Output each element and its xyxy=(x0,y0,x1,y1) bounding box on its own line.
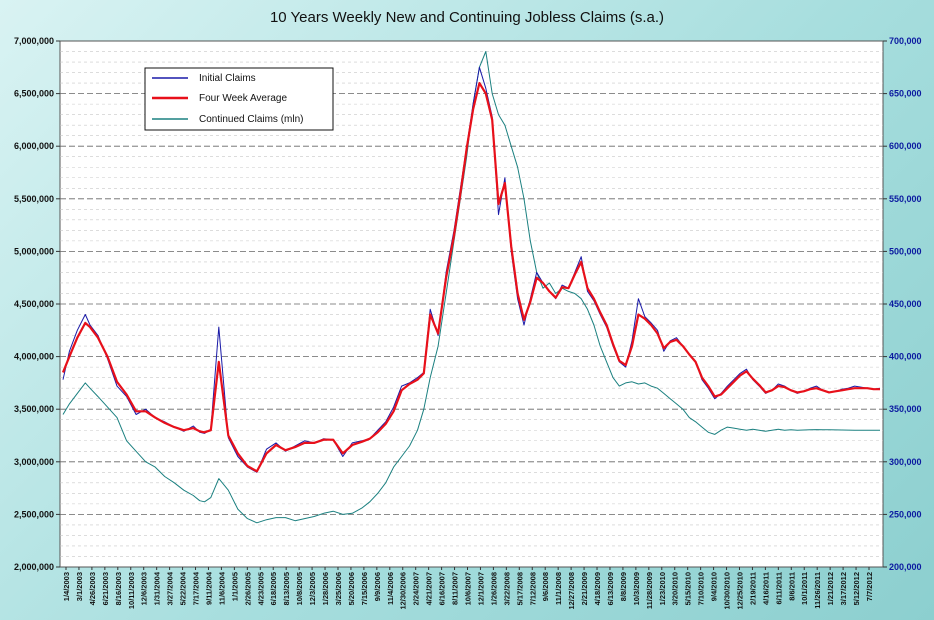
x-tick-label: 6/16/2007 xyxy=(438,572,447,605)
series-lines xyxy=(61,51,881,524)
x-tick-label: 8/8/2009 xyxy=(619,572,628,601)
right-tick-label: 250,000 xyxy=(889,509,922,519)
x-tick-label: 11/6/2004 xyxy=(217,571,226,605)
x-tick-label: 1/23/2010 xyxy=(658,572,667,605)
right-tick-label: 600,000 xyxy=(889,141,922,151)
x-tick-label: 1/21/2012 xyxy=(826,572,835,605)
legend-initial-claims-label: Initial Claims xyxy=(199,73,256,84)
x-tick-label: 1/26/2008 xyxy=(489,572,498,605)
x-tick-label: 4/26/2003 xyxy=(88,572,97,605)
x-tick-label: 1/28/2006 xyxy=(321,572,330,605)
x-tick-label: 9/6/2008 xyxy=(541,572,550,601)
left-tick-label: 2,500,000 xyxy=(14,509,54,519)
x-tick-label: 10/30/2010 xyxy=(723,572,732,610)
x-tick-label: 6/18/2005 xyxy=(269,572,278,605)
x-tick-label: 10/11/2003 xyxy=(127,572,136,609)
x-tick-label: 7/15/2006 xyxy=(360,572,369,605)
x-tick-label: 12/27/2008 xyxy=(567,572,576,610)
left-tick-label: 3,000,000 xyxy=(14,457,54,467)
x-axis: 1/4/2003 3/1/2003 4/26/2003 6/21/2003 8/16/2… xyxy=(62,567,874,610)
x-tick-label: 3/1/2003 xyxy=(75,572,84,601)
x-tick-label: 10/3/2009 xyxy=(632,572,641,605)
right-tick-label: 350,000 xyxy=(889,404,922,414)
x-tick-label: 6/21/2003 xyxy=(101,572,110,605)
x-tick-label: 8/13/2005 xyxy=(282,572,291,605)
right-tick-label: 500,000 xyxy=(889,246,922,256)
series-line-four-week-average xyxy=(61,81,880,473)
left-tick-label: 4,500,000 xyxy=(14,299,54,309)
left-tick-label: 2,000,000 xyxy=(14,562,54,572)
left-tick-label: 5,500,000 xyxy=(14,194,54,204)
x-tick-label: 2/24/2007 xyxy=(412,572,421,605)
x-tick-label: 9/9/2006 xyxy=(373,572,382,601)
right-tick-label: 450,000 xyxy=(889,299,922,309)
left-tick-label: 5,000,000 xyxy=(14,246,54,256)
chart-title: 10 Years Weekly New and Continuing Joble… xyxy=(270,9,664,26)
x-tick-label: 9/4/2010 xyxy=(710,572,719,601)
x-tick-label: 4/21/2007 xyxy=(425,572,434,605)
x-tick-label: 7/17/2004 xyxy=(192,571,201,605)
right-tick-label: 200,000 xyxy=(889,562,922,572)
x-tick-label: 5/22/2004 xyxy=(179,571,188,605)
x-tick-label: 4/16/2011 xyxy=(761,572,770,605)
x-tick-label: 12/25/2010 xyxy=(735,572,744,610)
x-tick-label: 8/16/2003 xyxy=(114,572,123,605)
x-tick-label: 3/22/2008 xyxy=(502,572,511,605)
x-tick-label: 12/6/2003 xyxy=(140,572,149,605)
x-tick-label: 1/4/2003 xyxy=(62,572,71,601)
x-tick-label: 5/20/2006 xyxy=(347,572,356,605)
series-line-continued-claims-mln xyxy=(62,51,880,524)
x-tick-label: 11/4/2006 xyxy=(386,572,395,605)
x-tick-label: 4/18/2009 xyxy=(593,572,602,605)
x-tick-label: 5/17/2008 xyxy=(515,572,524,605)
right-y-axis: 200,000 250,000 300,000 350,000 400,000 450,0… xyxy=(883,36,922,572)
x-tick-label: 2/19/2011 xyxy=(748,572,757,605)
x-tick-label: 10/6/2007 xyxy=(464,572,473,605)
x-tick-label: 6/11/2011 xyxy=(774,572,783,605)
x-tick-label: 1/1/2005 xyxy=(230,572,239,601)
x-tick-label: 10/1/2011 xyxy=(800,572,809,605)
x-tick-label: 4/23/2005 xyxy=(256,572,265,605)
right-tick-label: 550,000 xyxy=(889,194,922,204)
x-tick-label: 11/28/2009 xyxy=(645,572,654,609)
legend-continued-claims-label: Continued Claims (mln) xyxy=(199,114,303,125)
x-tick-label: 5/12/2012 xyxy=(852,572,861,605)
left-tick-label: 6,000,000 xyxy=(14,141,54,151)
x-tick-label: 3/20/2010 xyxy=(671,572,680,605)
left-tick-label: 3,500,000 xyxy=(14,404,54,414)
x-tick-label: 12/1/2007 xyxy=(476,572,485,605)
legend-four-week-average-label: Four Week Average xyxy=(199,93,287,104)
x-tick-label: 7/12/2008 xyxy=(528,572,537,605)
right-tick-label: 400,000 xyxy=(889,352,922,362)
x-tick-label: 1/31/2004 xyxy=(153,571,162,605)
right-tick-label: 300,000 xyxy=(889,457,922,467)
x-tick-label: 7/7/2012 xyxy=(865,572,874,601)
left-tick-label: 6,500,000 xyxy=(14,89,54,99)
legend: Initial Claims Four Week Average Continu… xyxy=(144,67,334,131)
left-tick-label: 7,000,000 xyxy=(14,36,54,46)
x-tick-label: 8/6/2011 xyxy=(787,572,796,601)
right-tick-label: 650,000 xyxy=(889,89,922,99)
x-tick-label: 9/11/2004 xyxy=(204,571,213,605)
left-y-axis: 2,000,000 2,500,000 3,000,000 3,500,000 4,00… xyxy=(14,36,60,572)
x-tick-label: 2/21/2009 xyxy=(580,572,589,605)
x-tick-label: 11/1/2008 xyxy=(554,572,563,605)
x-tick-label: 12/3/2005 xyxy=(308,572,317,605)
x-tick-label: 7/10/2010 xyxy=(697,572,706,605)
x-tick-label: 12/30/2006 xyxy=(399,572,408,610)
x-tick-label: 2/26/2005 xyxy=(243,572,252,605)
gridlines xyxy=(60,51,883,557)
x-tick-label: 6/13/2009 xyxy=(606,572,615,605)
x-tick-label: 3/17/2012 xyxy=(839,572,848,605)
x-tick-label: 8/11/2007 xyxy=(451,572,460,605)
x-tick-label: 10/8/2005 xyxy=(295,572,304,605)
right-tick-label: 700,000 xyxy=(889,36,922,46)
left-tick-label: 4,000,000 xyxy=(14,352,54,362)
x-tick-label: 11/26/2011 xyxy=(813,572,822,609)
x-tick-label: 3/27/2004 xyxy=(166,571,175,605)
x-tick-label: 5/15/2010 xyxy=(684,572,693,605)
x-tick-label: 3/25/2006 xyxy=(334,572,343,605)
